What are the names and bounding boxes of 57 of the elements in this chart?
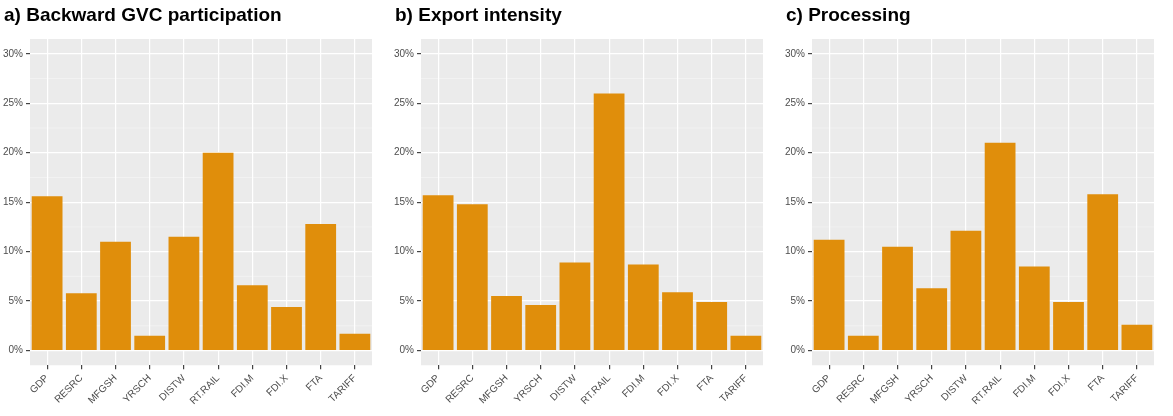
y-tick-label: 25% (394, 97, 415, 109)
bar (813, 239, 845, 350)
bar (916, 288, 948, 350)
bar (559, 262, 591, 350)
y-tick-label: 0% (8, 344, 24, 356)
x-tick-label: FTA (694, 371, 716, 393)
bar (1087, 194, 1119, 350)
y-tick-label: 5% (790, 294, 806, 306)
bar (1121, 324, 1153, 350)
bar (1018, 266, 1050, 350)
y-tick-label: 5% (8, 294, 24, 306)
bar (491, 296, 522, 350)
bar (31, 196, 63, 350)
bar (202, 152, 234, 350)
bar (730, 335, 762, 350)
bar (627, 264, 659, 350)
y-tick-label: 0% (399, 344, 415, 356)
y-tick-label: 20% (785, 146, 806, 158)
chart-title: b) Export intensity (394, 3, 563, 27)
y-tick-label: 15% (785, 195, 806, 207)
bar (456, 204, 488, 350)
y-tick-label: 10% (785, 245, 806, 257)
chart-title: c) Processing (785, 3, 912, 27)
y-tick-label: 20% (3, 146, 24, 158)
x-tick-label: FTA (303, 371, 325, 393)
bar (65, 293, 97, 350)
y-tick-label: 20% (394, 146, 415, 158)
bar (339, 333, 371, 350)
y-tick-label: 25% (3, 97, 24, 109)
chart-title: a) Backward GVC participation (3, 3, 283, 27)
bar (847, 335, 879, 350)
bar (271, 306, 302, 350)
bar (525, 305, 557, 350)
bar (1053, 302, 1084, 350)
y-tick-label: 30% (785, 47, 806, 59)
y-tick-label: 0% (790, 344, 806, 356)
y-tick-label: 10% (394, 245, 415, 257)
bar (422, 195, 454, 350)
y-tick-label: 25% (785, 97, 806, 109)
y-tick-label: 30% (394, 47, 415, 59)
bar (696, 302, 728, 350)
bar (662, 292, 693, 350)
bar (100, 241, 131, 350)
bar (950, 230, 982, 350)
bar (593, 93, 625, 350)
y-tick-label: 5% (399, 294, 415, 306)
y-tick-label: 15% (3, 195, 24, 207)
bar (305, 223, 337, 350)
bar (236, 285, 268, 350)
y-tick-label: 10% (3, 245, 24, 257)
y-tick-label: 15% (394, 195, 415, 207)
bar (984, 142, 1016, 350)
bar (168, 236, 200, 350)
x-tick-label: FTA (1085, 371, 1107, 393)
bar (134, 335, 166, 350)
bar (882, 246, 913, 350)
y-tick-label: 30% (3, 47, 24, 59)
